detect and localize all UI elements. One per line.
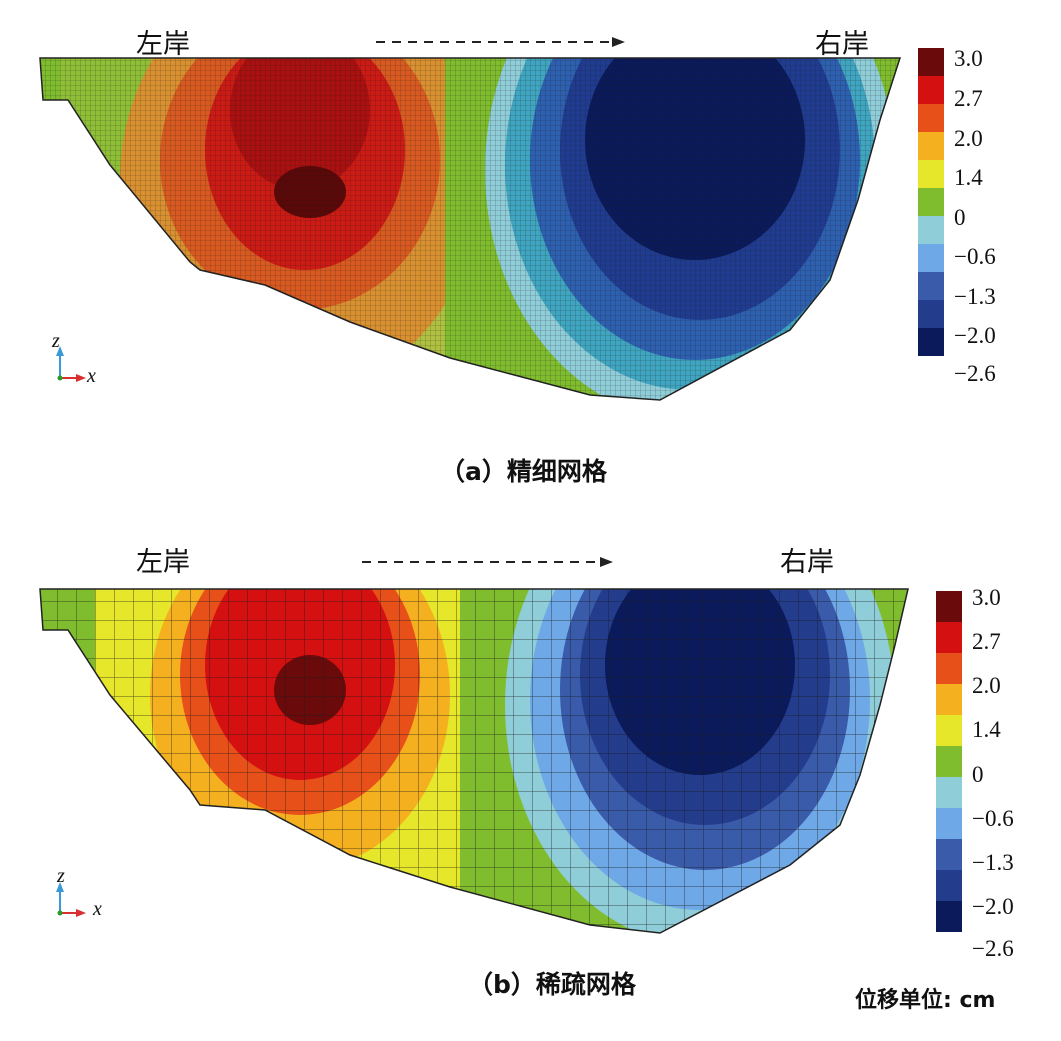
legend-label: −2.0 — [972, 894, 1014, 919]
legend-label: −2.6 — [972, 936, 1014, 961]
legend-label: 0 — [954, 205, 966, 230]
direction-arrow-icon — [376, 37, 625, 47]
legend-label: −2.6 — [954, 361, 996, 386]
legend-label: 2.7 — [972, 629, 1001, 654]
contour-fields-a — [40, 58, 900, 400]
unit-label: 位移单位: cm — [855, 988, 996, 1013]
contour-fields-b — [40, 589, 908, 933]
legend-label: 3.0 — [972, 585, 1001, 610]
left-bank-label: 左岸 — [136, 547, 190, 578]
legend-label: 2.0 — [972, 673, 1001, 698]
legend-label: −1.3 — [954, 284, 996, 309]
panel-fine-mesh: 左岸 右岸 — [0, 0, 1061, 500]
dam-contour-fine — [39, 57, 902, 401]
axis-z-label: z — [52, 330, 60, 352]
direction-arrow-icon — [362, 557, 613, 567]
legend-label: 0 — [972, 762, 984, 787]
dam-contour-coarse — [39, 588, 909, 934]
legend-label: 2.7 — [954, 86, 983, 111]
left-bank-label: 左岸 — [136, 29, 190, 60]
legend-a: 3.0 2.7 2.0 1.4 0 −0.6 −1.3 −2.0 −2.6 — [918, 46, 1048, 388]
legend-label: −1.3 — [972, 850, 1014, 875]
legend-label: 2.0 — [954, 126, 983, 151]
axis-triad-icon — [56, 346, 86, 382]
axis-triad-icon — [56, 882, 86, 917]
legend-label: −0.6 — [972, 806, 1014, 831]
legend-label: 1.4 — [954, 165, 983, 190]
right-bank-label: 右岸 — [815, 29, 869, 60]
right-bank-label: 右岸 — [780, 547, 834, 578]
panel-coarse-mesh: 左岸 右岸 — [0, 525, 1061, 1041]
caption-b: （b）稀疏网格 — [468, 970, 636, 999]
axis-x-label: x — [87, 365, 96, 387]
legend-label: 3.0 — [954, 46, 983, 71]
legend-label: −2.0 — [954, 323, 996, 348]
axis-x-label: x — [93, 898, 102, 920]
caption-a: （a）精细网格 — [440, 457, 607, 486]
legend-label: −0.6 — [954, 244, 996, 269]
axis-z-label: z — [57, 865, 65, 887]
legend-label: 1.4 — [972, 717, 1001, 742]
legend-b: 3.0 2.7 2.0 1.4 0 −0.6 −1.3 −2.0 −2.6 — [936, 585, 1061, 971]
